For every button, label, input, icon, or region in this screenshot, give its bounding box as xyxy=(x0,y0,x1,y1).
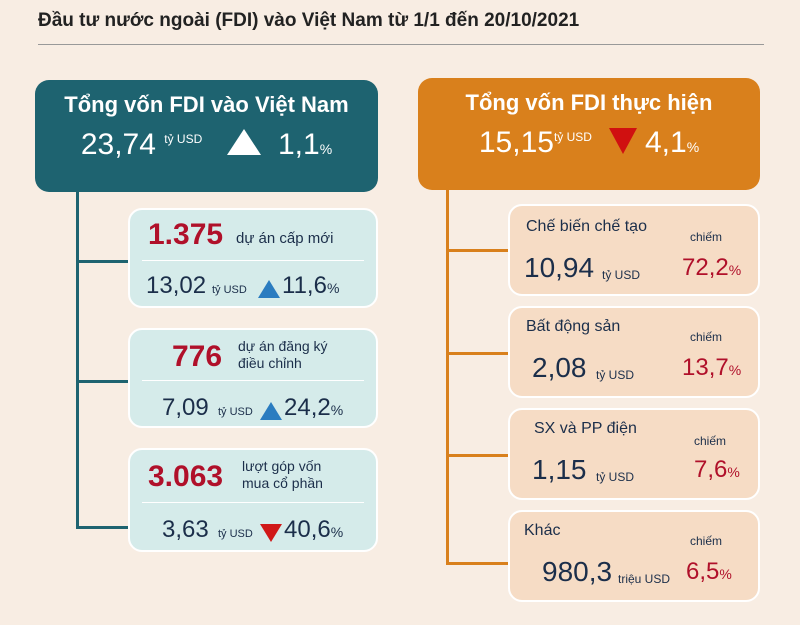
connector-line xyxy=(446,190,449,564)
sector-card: Khác chiếm 980,3 triệu USD 6,5% xyxy=(508,510,760,602)
sector-card: SX và PP điện chiếm 1,15 tỷ USD 7,6% xyxy=(508,408,760,500)
label: lượt góp vốn xyxy=(242,458,322,474)
connector-line xyxy=(446,249,508,252)
change: 24,2% xyxy=(284,394,344,421)
count: 3.063 xyxy=(148,460,224,493)
unit: triệu USD xyxy=(618,572,671,586)
share-label: chiếm xyxy=(694,434,727,448)
divider xyxy=(38,44,764,45)
share: 13,7% xyxy=(682,354,742,381)
new-projects-card: 1.375 dự án cấp mới 13,02 tỷ USD 11,6% xyxy=(128,208,378,308)
connector-line xyxy=(76,526,128,529)
label: mua cổ phần xyxy=(242,475,323,491)
adjusted-projects-card: 776 dự án đăng ký điều chỉnh 7,09 tỷ USD… xyxy=(128,328,378,428)
unit: tỷ USD xyxy=(218,528,253,540)
capital-contribution-card: 3.063 lượt góp vốn mua cổ phần 3,63 tỷ U… xyxy=(128,448,378,552)
value: 3,63 xyxy=(162,516,209,543)
total-fdi-value: 23,74 xyxy=(80,128,156,161)
connector-line xyxy=(446,352,508,355)
value: 7,09 xyxy=(162,394,209,421)
connector-line xyxy=(76,192,79,528)
disbursed-fdi-value: 15,15 xyxy=(478,126,554,159)
value: 980,3 xyxy=(542,556,613,587)
share-label: chiếm xyxy=(690,230,723,244)
total-fdi-title: Tổng vốn FDI vào Việt Nam xyxy=(64,92,349,117)
triangle-up-icon xyxy=(260,402,282,420)
connector-line xyxy=(446,562,508,565)
label: dự án cấp mới xyxy=(236,230,334,247)
share: 7,6% xyxy=(694,456,740,483)
unit: tỷ USD xyxy=(164,132,203,146)
share-label: chiếm xyxy=(690,330,723,344)
page-title: Đầu tư nước ngoài (FDI) vào Việt Nam từ … xyxy=(38,10,580,31)
sector: Bất động sản xyxy=(526,318,621,335)
label: dự án đăng ký xyxy=(238,338,328,354)
triangle-up-icon xyxy=(258,280,280,298)
sector: SX và PP điện xyxy=(534,420,637,437)
connector-line xyxy=(446,454,508,457)
share-label: chiếm xyxy=(690,534,723,548)
value: 2,08 xyxy=(532,352,587,383)
unit: tỷ USD xyxy=(212,284,247,296)
unit: tỷ USD xyxy=(553,130,592,144)
change: 11,6% xyxy=(282,272,340,299)
count: 776 xyxy=(172,340,223,373)
change: 40,6% xyxy=(284,516,344,543)
value: 13,02 xyxy=(146,272,207,299)
connector-line xyxy=(76,380,128,383)
value: 10,94 xyxy=(524,252,595,283)
total-fdi-box: Tổng vốn FDI vào Việt Nam 23,74 tỷ USD 1… xyxy=(35,80,378,192)
unit: tỷ USD xyxy=(596,368,635,382)
disbursed-fdi-title: Tổng vốn FDI thực hiện xyxy=(465,90,713,115)
sector-card: Chế biến chế tạo chiếm 10,94 tỷ USD 72,2… xyxy=(508,204,760,296)
unit: tỷ USD xyxy=(596,470,635,484)
share: 72,2% xyxy=(682,254,742,281)
disbursed-fdi-change: 4,1 xyxy=(644,126,687,159)
percent: % xyxy=(686,139,700,155)
unit: tỷ USD xyxy=(602,268,641,282)
value: 1,15 xyxy=(532,454,587,485)
triangle-up-icon xyxy=(227,129,262,155)
unit: tỷ USD xyxy=(218,406,253,418)
count: 1.375 xyxy=(148,218,224,251)
triangle-down-icon xyxy=(260,524,282,542)
total-fdi-change: 1,1 xyxy=(277,128,320,161)
sector: Khác xyxy=(524,522,561,539)
share: 6,5% xyxy=(686,558,732,585)
percent: % xyxy=(319,141,333,157)
sector: Chế biến chế tạo xyxy=(526,218,647,235)
sector-card: Bất động sản chiếm 2,08 tỷ USD 13,7% xyxy=(508,306,760,398)
connector-line xyxy=(76,260,128,263)
disbursed-fdi-box: Tổng vốn FDI thực hiện 15,15tỷ USD 4,1% xyxy=(418,78,760,190)
label: điều chỉnh xyxy=(238,355,302,371)
triangle-down-icon xyxy=(608,128,637,154)
